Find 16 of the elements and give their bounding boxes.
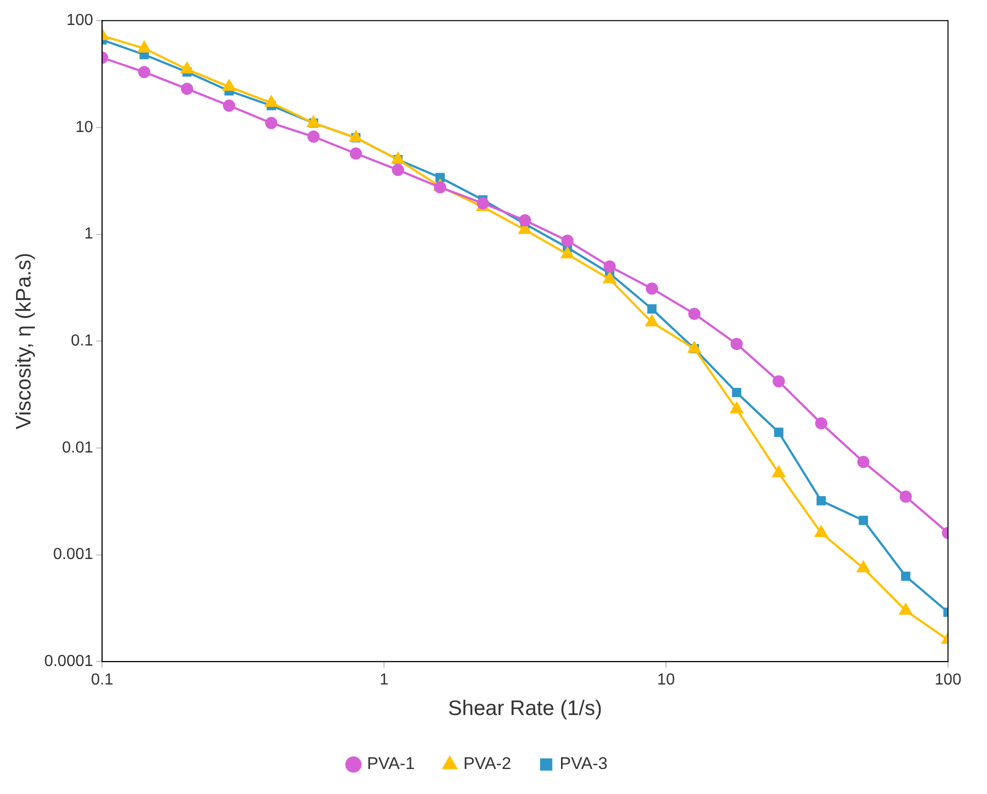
- y-axis-title: Viscosity, η (kPa.s): [12, 252, 36, 430]
- y-tick-label: 0.0001: [44, 653, 94, 670]
- x-tick-label: 1: [380, 672, 389, 689]
- y-tick-label: 0.1: [70, 332, 94, 350]
- x-tick-label: 10: [657, 672, 676, 689]
- legend-label: PVA-1: [366, 754, 415, 774]
- y-tick-label: 1: [84, 226, 94, 243]
- y-tick-label: 0.001: [53, 546, 94, 564]
- y-tick-label: 10: [75, 118, 94, 136]
- y-tick-label: 0.01: [62, 439, 94, 456]
- x-tick-label: 0.1: [91, 672, 114, 689]
- x-tick-label: 100: [934, 672, 962, 689]
- x-axis-title: Shear Rate (1/s): [448, 697, 602, 720]
- y-tick-label: 100: [66, 12, 94, 30]
- legend-label: PVA-3: [560, 754, 608, 774]
- legend-label: PVA-2: [463, 754, 512, 774]
